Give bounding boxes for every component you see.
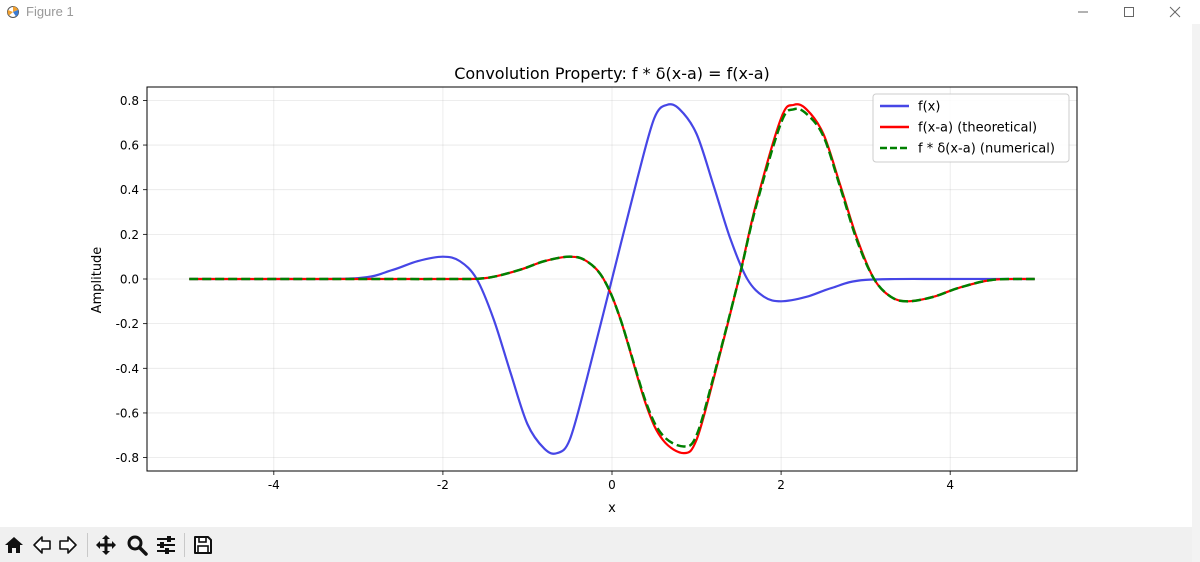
y-ticks: -0.8 -0.6 -0.4 -0.2 0.0 0.2 0.4 0.6 0.8 [116, 94, 147, 465]
x-ticks: -4 -2 0 2 4 [268, 471, 954, 492]
home-icon [5, 537, 23, 553]
x-axis-label: x [608, 501, 616, 516]
forward-arrow-icon [59, 536, 77, 554]
close-icon [1169, 6, 1181, 18]
maximize-icon [1124, 7, 1134, 17]
toolbar-separator [87, 533, 88, 557]
minimize-button[interactable] [1060, 0, 1106, 24]
matplotlib-figure-icon [7, 6, 19, 18]
legend-label: f(x) [918, 100, 940, 115]
y-tick-label: -0.6 [116, 406, 139, 420]
configure-subplots-icon [157, 536, 175, 554]
forward-button[interactable] [55, 532, 81, 558]
x-tick-label: -2 [437, 478, 449, 492]
series-lines [189, 103, 1035, 455]
configure-subplots-button[interactable] [153, 532, 179, 558]
y-axis-label: Amplitude [90, 247, 105, 314]
y-tick-label: 0.6 [120, 139, 139, 153]
x-tick-label: -4 [268, 478, 280, 492]
series-line-3 [189, 107, 1035, 448]
x-tick-label: 4 [946, 478, 954, 492]
toolbar-separator [184, 533, 185, 557]
x-tick-label: 0 [608, 478, 616, 492]
legend-label: f * δ(x-a) (numerical) [918, 142, 1055, 157]
save-floppy-icon [194, 536, 212, 554]
y-tick-label: -0.8 [116, 451, 139, 465]
y-tick-label: -0.2 [116, 317, 139, 331]
navigation-toolbar [0, 527, 1192, 562]
home-button[interactable] [1, 532, 27, 558]
y-tick-label: 0.4 [120, 183, 139, 197]
save-button[interactable] [190, 532, 216, 558]
zoom-button[interactable] [124, 532, 150, 558]
y-tick-label: -0.4 [116, 362, 139, 376]
pan-move-icon [96, 535, 116, 555]
legend-box [872, 93, 1070, 163]
y-tick-label: 0.8 [120, 94, 139, 108]
legend-label: f(x-a) (theoretical) [918, 121, 1037, 136]
series-line-1 [189, 103, 1035, 455]
window-title: Figure 1 [26, 4, 74, 19]
legend: f(x) f(x-a) (theoretical) f * δ(x-a) (nume… [872, 93, 1070, 163]
back-arrow-icon [33, 536, 51, 554]
maximize-button[interactable] [1106, 0, 1152, 24]
x-tick-label: 2 [777, 478, 785, 492]
chart-title: Convolution Property: f * δ(x-a) = f(x-a… [454, 64, 770, 83]
window-edge [1192, 24, 1200, 562]
figure-canvas[interactable]: -4 -2 0 2 4 -0.8-0.6-0.4-0.20.00.20.40.60.8 … [0, 24, 1192, 527]
pan-button[interactable] [93, 532, 119, 558]
back-button[interactable] [29, 532, 55, 558]
zoom-magnifier-icon [127, 535, 148, 556]
window-titlebar: Figure 1 [0, 0, 1200, 24]
minimize-icon [1078, 11, 1088, 13]
close-button[interactable] [1152, 0, 1198, 24]
y-tick-label: 0.0 [120, 273, 139, 287]
y-tick-label: 0.2 [120, 228, 139, 242]
